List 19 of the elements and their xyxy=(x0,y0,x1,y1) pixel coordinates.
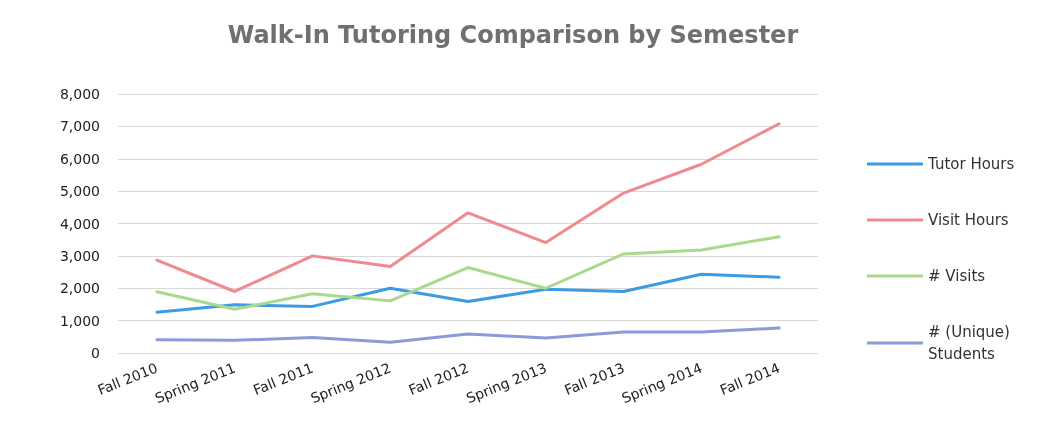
chart-title: Walk-In Tutoring Comparison by Semester xyxy=(227,21,799,49)
legend-label: Visit Hours xyxy=(928,211,1009,229)
y-tick-label: 2,000 xyxy=(59,280,100,297)
x-tick-label: Fall 2014 xyxy=(717,359,783,399)
y-tick-label: 3,000 xyxy=(59,247,100,264)
legend-label: # Visits xyxy=(928,267,986,285)
line-series xyxy=(155,272,781,314)
line-series xyxy=(155,235,781,311)
y-tick-label: 5,000 xyxy=(59,183,100,200)
line-series xyxy=(155,122,781,293)
y-tick-label: 6,000 xyxy=(59,150,100,167)
y-tick-label: 4,000 xyxy=(59,215,100,232)
y-tick-label: 8,000 xyxy=(59,86,100,102)
y-tick-label: 0 xyxy=(91,345,100,361)
y-tick-label: 7,000 xyxy=(59,118,100,135)
line-series xyxy=(155,326,781,344)
y-tick-label: 1,000 xyxy=(59,312,100,329)
legend-label: Tutor Hours xyxy=(927,155,1015,173)
legend-label: # (Unique) Students xyxy=(928,323,1015,363)
